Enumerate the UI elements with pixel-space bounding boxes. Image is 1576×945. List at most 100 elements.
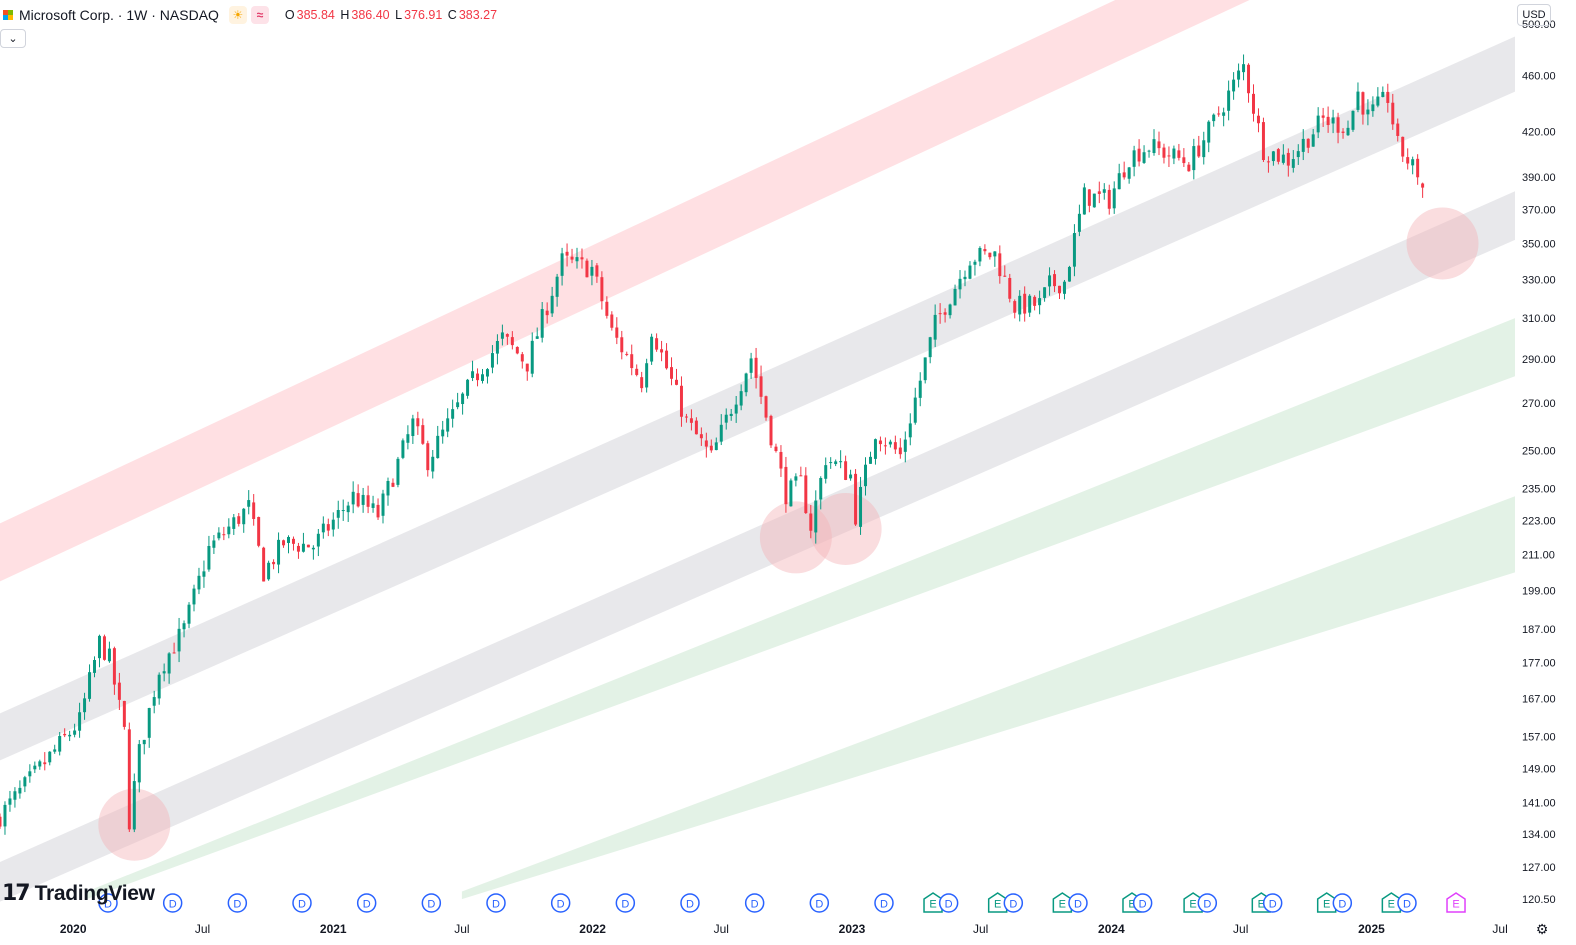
dividend-marker[interactable]: D [550,893,571,913]
candle-body [167,653,171,674]
dividend-marker[interactable]: D [1397,893,1417,913]
symbol-title[interactable]: Microsoft Corp. · 1W · NASDAQ [19,7,219,23]
candle-body [923,357,927,381]
time-tick-label: Jul [1492,922,1507,936]
dividend-marker[interactable]: D [1332,893,1353,913]
candle-body [187,604,191,624]
tradingview-logo[interactable]: 17 TradingView [2,881,155,906]
dividend-marker[interactable]: D [938,893,959,913]
event-label: D [1009,899,1017,911]
market-status-icon[interactable]: ☀ [228,6,247,24]
dividend-icon [356,893,377,913]
candle-body [495,341,499,354]
dividend-marker[interactable]: D [1132,893,1153,913]
candle-54 [267,560,271,581]
currency-selector[interactable]: USD [1517,4,1551,26]
dividend-marker[interactable]: D [744,893,765,913]
candle-body [729,413,733,416]
candle-body [570,256,574,260]
candle-body [182,623,186,630]
dividend-marker[interactable]: D [615,893,636,913]
candle-body [227,526,231,535]
candle-body [1316,115,1320,133]
dividend-marker[interactable]: D [809,893,830,913]
time-axis: 2020 Jul 2021 Jul 2022 Jul 2023 Jul 2024 Jul 2025 J… [60,922,1508,936]
candle-body [311,547,315,550]
earnings-marker[interactable]: E [1446,892,1466,913]
dividend-marker[interactable]: D [680,893,700,913]
candle-body [630,354,634,369]
chart-settings-icon[interactable]: ⚙ [1535,920,1549,937]
candle-29 [142,739,146,755]
candle-65 [321,516,325,539]
candle-240 [1192,138,1196,180]
candle-body [476,373,480,381]
candle-body [202,571,206,577]
candle-73 [361,487,365,513]
candle-body [346,505,350,513]
price-tick-label: 157.00 [1522,731,1556,743]
close-value: 383.27 [458,8,498,22]
candle-body [381,493,385,516]
candle-body [605,301,609,316]
dividend-icon [227,893,248,913]
candle-202 [1003,265,1007,277]
candle-33 [162,663,166,682]
candle-body [615,327,619,338]
candle-286 [1421,182,1425,198]
candle-42 [207,535,211,572]
price-tick-label: 199.00 [1522,586,1556,598]
candle-123 [610,311,614,331]
dividend-marker[interactable]: D [1003,893,1024,913]
candle-body [43,762,47,765]
open-value: 385.84 [296,8,335,22]
candle-body [93,659,97,673]
candle-64 [316,528,320,557]
dividend-marker[interactable]: D [1262,893,1283,913]
candle-163 [809,505,813,539]
candle-body [1062,281,1066,294]
dividend-marker[interactable]: D [98,893,118,913]
candle-82 [406,425,410,450]
candle-13 [63,728,67,738]
dividend-marker[interactable]: D [1068,893,1088,913]
data-delay-icon[interactable]: ≈ [250,6,269,24]
candle-175 [868,451,872,464]
candle-242 [1202,131,1206,165]
dividend-marker[interactable]: D [1197,893,1218,913]
candle-body [928,337,932,358]
dividend-marker[interactable]: D [162,893,183,913]
candle-197 [978,246,982,267]
dividend-marker[interactable]: D [421,893,442,913]
candle-body [1346,127,1350,136]
dividend-marker[interactable]: D [486,893,506,913]
candle-48 [237,512,241,527]
legend-collapse-button[interactable]: ⌄ [0,29,26,48]
candle-137 [679,376,683,427]
candle-body [1048,275,1052,287]
candle-249 [1237,63,1241,88]
candle-body [1366,109,1370,115]
candle-body [978,247,982,262]
candle-134 [665,343,669,370]
candle-214 [1062,279,1066,300]
candle-142 [704,432,708,458]
dividend-marker[interactable]: D [292,893,312,913]
event-label: E [1258,899,1265,911]
dividend-icon [874,893,894,913]
candle-body [1013,301,1017,313]
dividend-marker[interactable]: D [227,893,248,913]
candle-110 [545,302,549,324]
event-label: D [621,899,629,911]
dividend-marker[interactable]: D [356,893,377,913]
candle-body [1242,64,1246,73]
candle-body [1376,96,1380,106]
candle-220 [1092,193,1096,208]
candle-188 [933,304,937,348]
dividend-marker[interactable]: D [874,893,894,913]
candle-276 [1371,96,1375,117]
candle-90 [446,408,450,438]
candle-78 [386,477,390,506]
candle-body [864,464,868,487]
